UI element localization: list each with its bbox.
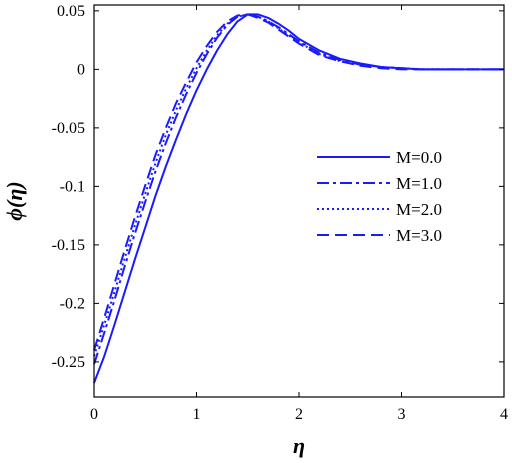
y-tick-label: -0.25 xyxy=(52,354,85,371)
y-axis-title: ϕ(η) xyxy=(2,181,27,220)
legend: M=0.0 M=1.0 M=2.0 M=3.0 xyxy=(317,148,442,245)
series-line-3 xyxy=(93,13,504,357)
x-tick-label: 2 xyxy=(295,406,303,423)
y-tick-label: -0.2 xyxy=(60,295,85,312)
y-tick-label: -0.15 xyxy=(52,237,85,254)
legend-label-4: M=3.0 xyxy=(396,226,442,245)
y-tick-label: -0.1 xyxy=(60,178,85,195)
legend-label-1: M=0.0 xyxy=(396,148,442,167)
x-tick-label: 1 xyxy=(193,406,201,423)
ticks-layer: 0 1 2 3 4 0.05 0 -0.05 -0.1 -0.15 -0.2 -0.25 xyxy=(52,3,508,423)
x-tick-label: 3 xyxy=(398,406,406,423)
legend-label-3: M=2.0 xyxy=(396,200,442,219)
x-tick-label: 0 xyxy=(90,406,98,423)
series-layer xyxy=(93,13,504,384)
y-tick-label: -0.05 xyxy=(52,120,85,137)
legend-label-2: M=1.0 xyxy=(396,174,442,193)
x-tick-label: 4 xyxy=(500,406,508,423)
series-line-2 xyxy=(93,13,504,365)
plot-area-frame xyxy=(93,4,505,398)
series-line-4 xyxy=(93,13,504,351)
x-axis-title: η xyxy=(293,433,305,458)
y-tick-label: 0.05 xyxy=(57,3,85,20)
y-tick-label: 0 xyxy=(77,61,85,78)
